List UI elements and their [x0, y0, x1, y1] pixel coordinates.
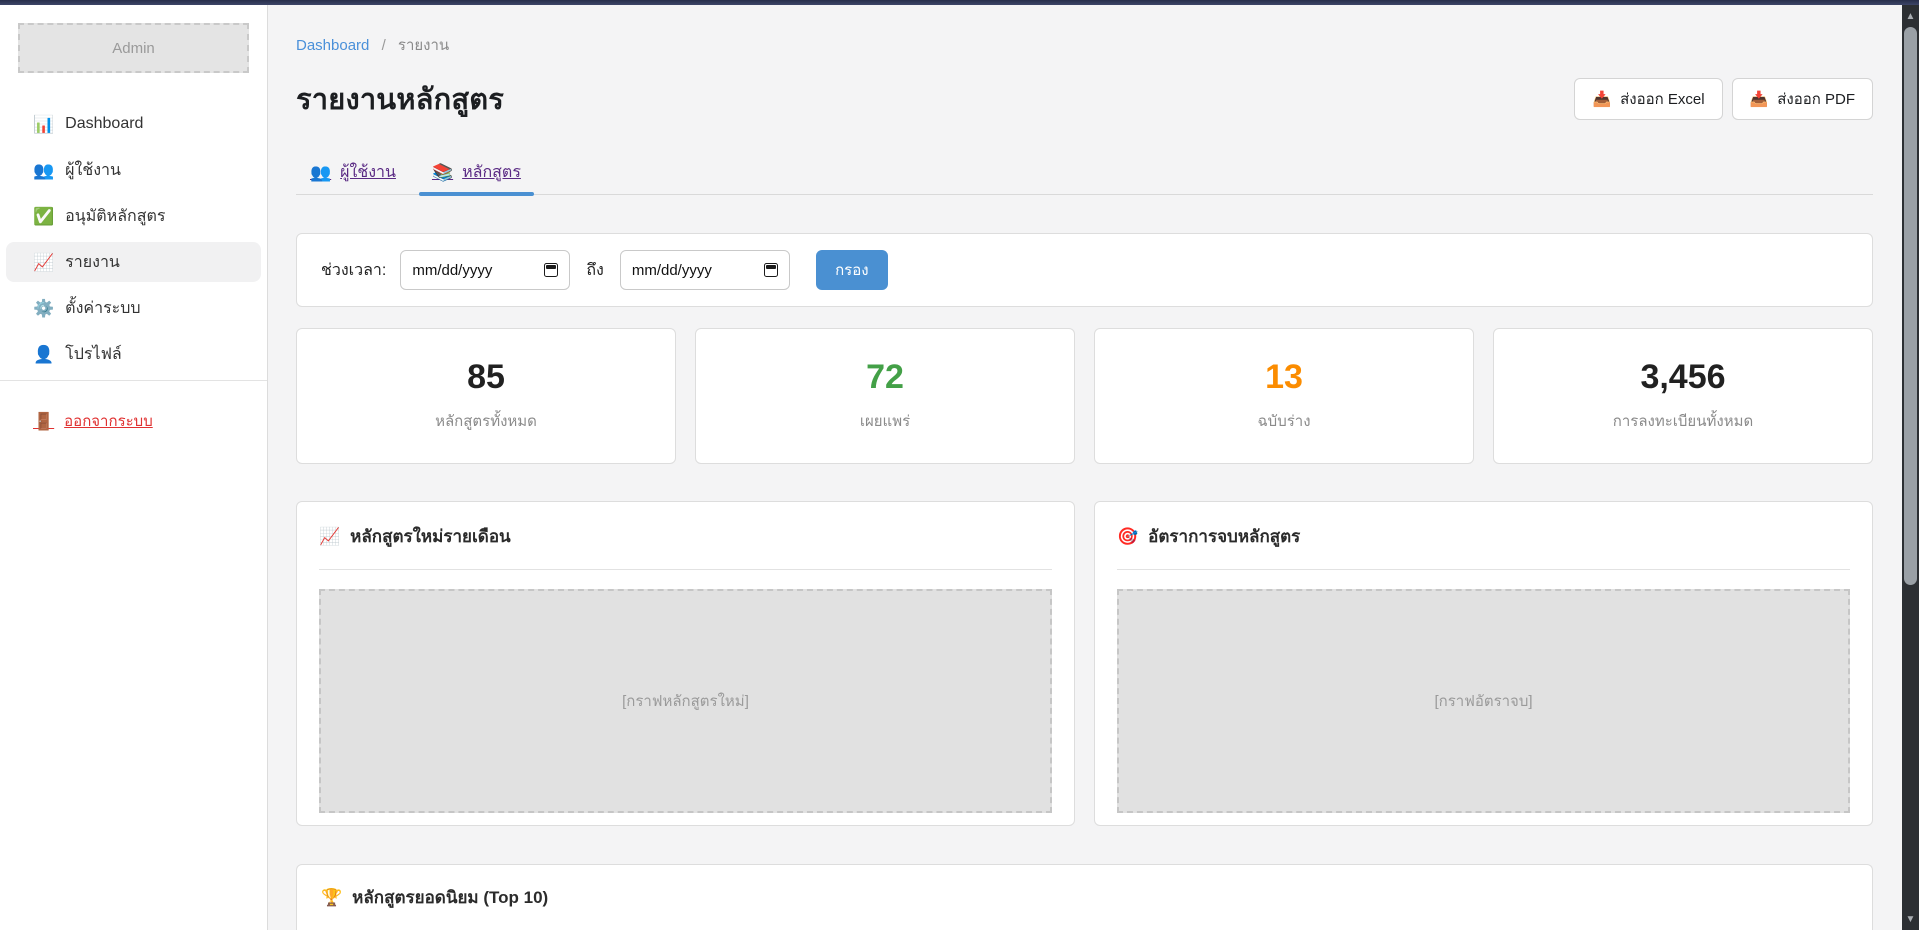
stat-label: ฉบับร่าง: [1257, 412, 1311, 430]
chart-title-text: อัตราการจบหลักสูตร: [1148, 527, 1301, 546]
page-title: รายงานหลักสูตร: [296, 84, 505, 116]
sidebar-nav: 📊 Dashboard 👥 ผู้ใช้งาน ✅ อนุมัติหลักสูต…: [0, 104, 267, 374]
download-icon: 📥: [1749, 90, 1769, 108]
stat-value: 72: [866, 357, 904, 396]
stat-label: การลงทะเบียนทั้งหมด: [1612, 412, 1754, 430]
sidebar: Admin 📊 Dashboard 👥 ผู้ใช้งาน ✅ อนุมัติห…: [0, 5, 268, 930]
popular-title-text: หลักสูตรยอดนิยม (Top 10): [352, 888, 549, 907]
sidebar-item-label: อนุมัติหลักสูตร: [65, 207, 166, 225]
chart-card-title: 🎯 อัตราการจบหลักสูตร: [1117, 523, 1850, 550]
breadcrumb-current: รายงาน: [397, 37, 450, 54]
export-buttons: 📥 ส่งออก Excel 📥 ส่งออก PDF: [1574, 78, 1873, 120]
date-range-label: ช่วงเวลา:: [321, 261, 387, 279]
card-divider: [1117, 569, 1850, 570]
card-divider: [319, 569, 1052, 570]
sidebar-item-label: ตั้งค่าระบบ: [65, 299, 141, 317]
chart-placeholder-text: [กราฟอัตราจบ]: [1434, 693, 1533, 710]
sidebar-item-system-settings[interactable]: ⚙️ ตั้งค่าระบบ: [6, 288, 261, 328]
stat-value: 85: [467, 357, 505, 396]
export-excel-button[interactable]: 📥 ส่งออก Excel: [1574, 78, 1723, 120]
main-content: Dashboard / รายงาน รายงานหลักสูตร 📥 ส่งอ…: [268, 5, 1902, 930]
sidebar-divider: [0, 380, 267, 381]
completion-rate-chart-placeholder: [กราฟอัตราจบ]: [1117, 589, 1850, 813]
target-icon: 🎯: [1117, 527, 1139, 546]
chart-title-text: หลักสูตรใหม่รายเดือน: [350, 527, 511, 546]
gear-icon: ⚙️: [33, 298, 55, 318]
books-icon: 📚: [431, 163, 454, 182]
stat-card-published: 72 เผยแพร่: [695, 328, 1075, 464]
date-filter-bar: ช่วงเวลา: mm/dd/yyyy ถึง mm/dd/yyyy กรอง: [296, 233, 1873, 307]
new-courses-chart-card: 📈 หลักสูตรใหม่รายเดือน [กราฟหลักสูตรใหม่…: [296, 501, 1075, 826]
date-to-input[interactable]: mm/dd/yyyy: [619, 250, 790, 290]
sidebar-item-label: Dashboard: [65, 115, 144, 132]
logout-label: ออกจากระบบ: [64, 413, 153, 430]
stat-label: หลักสูตรทั้งหมด: [435, 412, 537, 430]
charts-row: 📈 หลักสูตรใหม่รายเดือน [กราฟหลักสูตรใหม่…: [296, 501, 1873, 826]
sidebar-item-profile[interactable]: 👤 โปรไฟล์: [6, 334, 261, 374]
tab-users[interactable]: 👥 ผู้ใช้งาน: [310, 160, 396, 194]
sidebar-item-label: โปรไฟล์: [65, 345, 122, 363]
export-pdf-button[interactable]: 📥 ส่งออก PDF: [1731, 78, 1873, 120]
chart-increasing-icon: 📈: [319, 527, 341, 546]
stat-card-total-enrollments: 3,456 การลงทะเบียนทั้งหมด: [1493, 328, 1873, 464]
chart-card-title: 📈 หลักสูตรใหม่รายเดือน: [319, 523, 1052, 550]
window-top-edge: [0, 0, 1919, 5]
tab-courses[interactable]: 📚 หลักสูตร: [418, 160, 534, 196]
download-icon: 📥: [1592, 90, 1612, 108]
popular-courses-header: 🏆 หลักสูตรยอดนิยม (Top 10): [297, 865, 1872, 911]
chart-increasing-icon: 📈: [33, 252, 55, 272]
person-icon: 👤: [33, 344, 55, 364]
date-to-value: mm/dd/yyyy: [631, 261, 712, 279]
scroll-down-icon[interactable]: ▼: [1905, 913, 1916, 925]
popular-courses-card: 🏆 หลักสูตรยอดนิยม (Top 10): [296, 864, 1873, 930]
calendar-icon[interactable]: [763, 263, 778, 277]
tab-courses-label: หลักสูตร: [462, 164, 521, 181]
export-excel-label: ส่งออก Excel: [1620, 91, 1705, 108]
date-from-input[interactable]: mm/dd/yyyy: [400, 250, 571, 290]
users-icon: 👥: [310, 163, 332, 182]
stat-value: 13: [1265, 357, 1303, 396]
calendar-icon[interactable]: [544, 263, 559, 277]
stat-value: 3,456: [1640, 357, 1726, 396]
logout-link[interactable]: 🚪 ออกจากระบบ: [33, 409, 153, 433]
sidebar-item-reports[interactable]: 📈 รายงาน: [6, 242, 261, 282]
stat-card-total-courses: 85 หลักสูตรทั้งหมด: [296, 328, 676, 464]
export-pdf-label: ส่งออก PDF: [1777, 91, 1855, 108]
scrollbar-thumb[interactable]: [1904, 27, 1917, 585]
sidebar-item-label: รายงาน: [65, 253, 120, 271]
stats-row: 85 หลักสูตรทั้งหมด 72 เผยแพร่ 13 ฉบับร่า…: [296, 328, 1873, 464]
sidebar-item-label: ผู้ใช้งาน: [65, 161, 121, 179]
vertical-scrollbar[interactable]: ▲ ▼: [1902, 5, 1919, 930]
check-icon: ✅: [33, 206, 55, 226]
stat-card-drafts: 13 ฉบับร่าง: [1094, 328, 1474, 464]
filter-button[interactable]: กรอง: [815, 250, 888, 290]
tab-users-label: ผู้ใช้งาน: [340, 164, 396, 181]
users-icon: 👥: [33, 160, 55, 180]
scroll-up-icon[interactable]: ▲: [1905, 10, 1916, 22]
sidebar-item-course-approval[interactable]: ✅ อนุมัติหลักสูตร: [6, 196, 261, 236]
admin-logo-placeholder: Admin: [18, 23, 249, 73]
breadcrumb-separator: /: [381, 37, 386, 54]
date-to-label: ถึง: [586, 261, 604, 279]
chart-placeholder-text: [กราฟหลักสูตรใหม่]: [622, 693, 749, 710]
door-icon: 🚪: [33, 411, 55, 431]
admin-logo-text: Admin: [112, 39, 155, 57]
report-tabs: 👥 ผู้ใช้งาน 📚 หลักสูตร: [296, 160, 1873, 196]
breadcrumb: Dashboard / รายงาน: [296, 33, 1873, 57]
sidebar-item-users[interactable]: 👥 ผู้ใช้งาน: [6, 150, 261, 190]
stat-label: เผยแพร่: [859, 412, 911, 430]
title-row: รายงานหลักสูตร 📥 ส่งออก Excel 📥 ส่งออก P…: [296, 76, 1873, 122]
bar-chart-icon: 📊: [33, 114, 55, 134]
new-courses-chart-placeholder: [กราฟหลักสูตรใหม่]: [319, 589, 1052, 813]
trophy-icon: 🏆: [321, 888, 343, 907]
breadcrumb-dashboard-link[interactable]: Dashboard: [296, 37, 370, 54]
sidebar-item-dashboard[interactable]: 📊 Dashboard: [6, 104, 261, 144]
popular-courses-title: 🏆 หลักสูตรยอดนิยม (Top 10): [321, 884, 1848, 911]
date-from-value: mm/dd/yyyy: [412, 261, 493, 279]
completion-rate-chart-card: 🎯 อัตราการจบหลักสูตร [กราฟอัตราจบ]: [1094, 501, 1873, 826]
